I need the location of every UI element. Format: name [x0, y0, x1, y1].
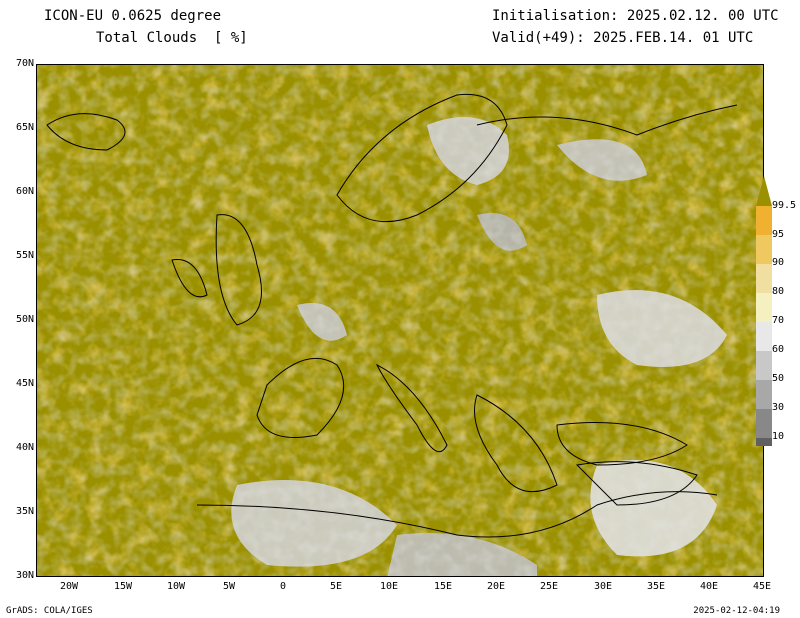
lon-label-20e: 20E: [486, 581, 506, 592]
colorbar-swatch: [756, 409, 772, 438]
valid-time: Valid(+49): 2025.FEB.14. 01 UTC: [492, 30, 754, 46]
colorbar-label-50: 50: [772, 373, 785, 384]
colorbar-swatch: [756, 264, 772, 293]
lon-label-10w: 10W: [166, 581, 186, 592]
lon-label-35e: 35E: [646, 581, 666, 592]
colorbar-swatch: [756, 438, 772, 446]
lon-label-25e: 25E: [539, 581, 559, 592]
lat-label-40n: 40N: [15, 442, 34, 453]
iberia-coast: [256, 357, 345, 438]
lon-label-45e: 45E: [752, 581, 772, 592]
model-title: ICON-EU 0.0625 degree: [44, 8, 222, 24]
lon-label-40e: 40E: [699, 581, 719, 592]
footer-credit: GrADS: COLA/IGES: [6, 606, 93, 616]
lon-label-20w: 20W: [59, 581, 79, 592]
coastlines: [46, 93, 738, 538]
grey-speckle-layer: [37, 65, 763, 576]
lon-label-5w: 5W: [222, 581, 236, 592]
footer-timestamp: 2025-02-12-04:19: [693, 606, 780, 616]
cloud-map: [36, 64, 764, 577]
lon-label-15w: 15W: [113, 581, 133, 592]
cloud-map-canvas: [37, 65, 763, 576]
scandinavia-coast: [336, 93, 508, 223]
north-africa-coast: [196, 491, 718, 538]
lat-label-55n: 55N: [15, 250, 34, 261]
north-coast: [476, 104, 738, 136]
turkey-coast: [575, 461, 698, 506]
lat-label-45n: 45N: [15, 378, 34, 389]
colorbar-label-10: 10: [772, 431, 785, 442]
colorbar-label-80: 80: [772, 286, 785, 297]
lon-label-30e: 30E: [593, 581, 613, 592]
britain-coast: [215, 214, 262, 326]
colorbar-label-70: 70: [772, 315, 785, 326]
colorbar-swatch: [756, 380, 772, 409]
initialisation-time: Initialisation: 2025.02.12. 00 UTC: [492, 8, 779, 24]
iceland-coast: [46, 113, 126, 151]
lon-label-0: 0: [279, 581, 287, 592]
field-title: Total Clouds [ %]: [96, 30, 248, 46]
colorbar-swatch: [756, 351, 772, 380]
colorbar-swatch: [756, 293, 772, 322]
lat-label-30n: 30N: [15, 570, 34, 581]
lon-label-10e: 10E: [379, 581, 399, 592]
lon-label-5e: 5E: [329, 581, 343, 592]
italy-coast: [375, 363, 448, 453]
colorbar-top-arrow: [756, 176, 772, 206]
colorbar-label-30: 30: [772, 402, 785, 413]
colorbar-label-60: 60: [772, 344, 785, 355]
lat-label-65n: 65N: [15, 122, 34, 133]
lat-label-50n: 50N: [15, 314, 34, 325]
balkans-coast: [474, 394, 558, 493]
lon-label-15e: 15E: [433, 581, 453, 592]
colorbar-swatch: [756, 206, 772, 235]
lat-label-70n: 70N: [15, 58, 34, 69]
colorbar-label-90: 90: [772, 257, 785, 268]
colorbar-label-99-5: 99.5: [772, 200, 797, 211]
lat-label-60n: 60N: [15, 186, 34, 197]
black-sea-coast: [556, 422, 688, 466]
lat-label-35n: 35N: [15, 506, 34, 517]
colorbar-swatch: [756, 235, 772, 264]
colorbar-label-95: 95: [772, 229, 785, 240]
colorbar: [756, 176, 772, 446]
colorbar-swatch: [756, 322, 772, 351]
ireland-coast: [171, 258, 208, 298]
